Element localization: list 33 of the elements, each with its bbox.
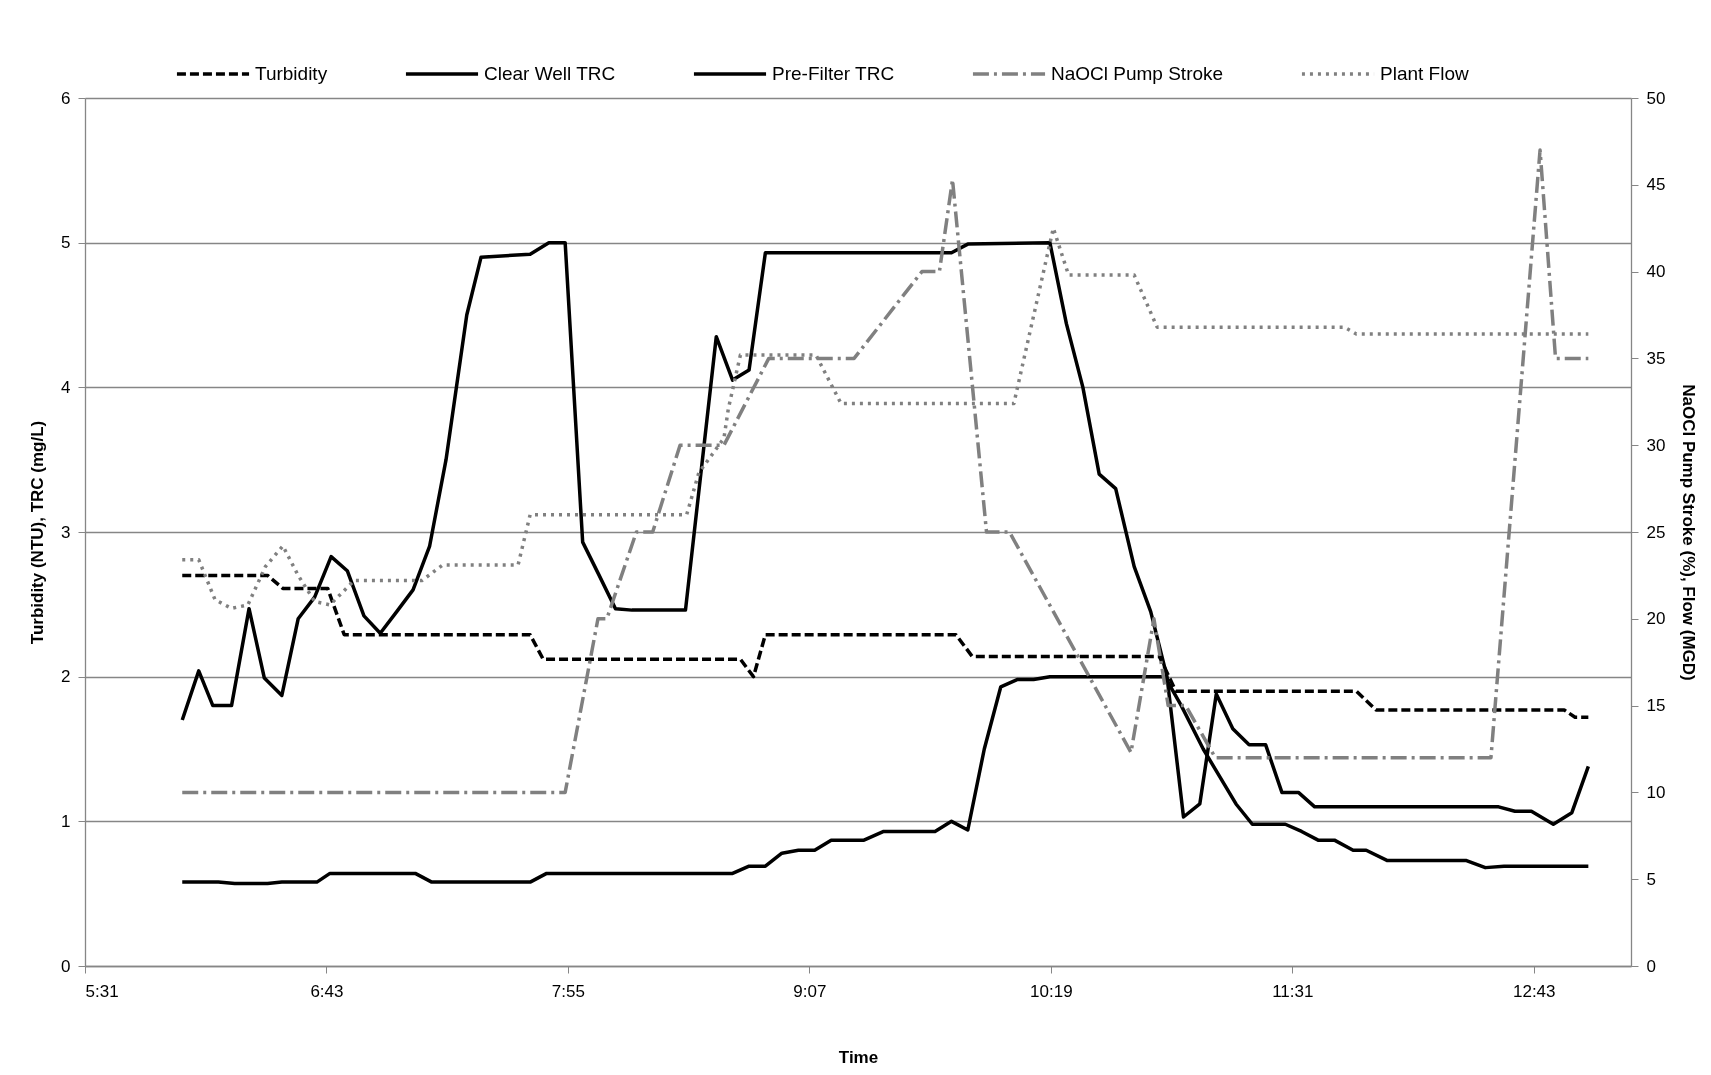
y-tick-label: 4 — [61, 377, 71, 397]
y2-tick-label: 10 — [1646, 782, 1666, 802]
y2-tick-label: 30 — [1646, 435, 1666, 455]
y2-axis-title: NaOCl Pump Stroke (%), Flow (MGD) — [1679, 384, 1699, 681]
x-tick-label: 5:31 — [85, 981, 119, 1001]
x-tick-label: 9:07 — [793, 981, 827, 1001]
y-tick-label: 2 — [61, 667, 71, 687]
legend-label: NaOCl Pump Stroke — [1051, 63, 1224, 84]
y-axis-title: Turbidity (NTU), TRC (mg/L) — [28, 420, 48, 645]
x-tick-label: 7:55 — [551, 981, 585, 1001]
legend-label: Clear Well TRC — [484, 63, 616, 84]
x-tick-label: 12:43 — [1512, 981, 1556, 1001]
y2-tick-label: 40 — [1646, 262, 1666, 282]
y2-tick-label: 5 — [1646, 869, 1656, 889]
y-tick-label: 5 — [61, 233, 71, 253]
legend-label: Pre-Filter TRC — [772, 63, 895, 84]
legend-label: Plant Flow — [1380, 63, 1469, 84]
y2-tick-label: 35 — [1646, 348, 1666, 368]
x-tick-label: 10:19 — [1030, 981, 1073, 1001]
x-tick-label: 6:43 — [310, 981, 344, 1001]
y-tick-label: 3 — [61, 522, 71, 542]
legend-label: Turbidity — [255, 63, 328, 84]
y-tick-label: 0 — [61, 956, 71, 976]
y2-tick-label: 0 — [1646, 956, 1656, 976]
x-axis-title: Time — [838, 1047, 879, 1067]
y2-tick-label: 50 — [1646, 88, 1666, 108]
y2-tick-label: 25 — [1646, 522, 1666, 542]
y2-tick-label: 20 — [1646, 609, 1666, 629]
y-tick-label: 6 — [61, 88, 71, 108]
y-tick-label: 1 — [61, 811, 71, 831]
y2-tick-label: 45 — [1646, 175, 1666, 195]
y2-tick-label: 15 — [1646, 696, 1666, 716]
x-tick-label: 11:31 — [1272, 981, 1314, 1001]
